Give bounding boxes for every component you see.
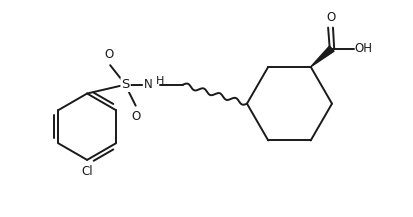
Polygon shape — [311, 46, 334, 67]
Text: Cl: Cl — [81, 165, 93, 178]
Text: S: S — [121, 78, 130, 91]
Text: O: O — [131, 110, 140, 123]
Text: H: H — [156, 76, 164, 86]
Text: O: O — [105, 48, 114, 61]
Text: O: O — [326, 11, 335, 24]
Text: N: N — [143, 78, 152, 91]
Text: OH: OH — [355, 42, 373, 55]
